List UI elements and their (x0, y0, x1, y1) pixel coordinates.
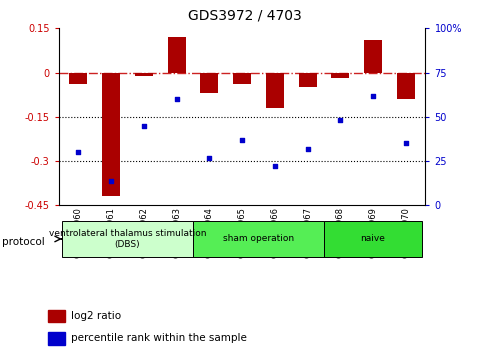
Text: ventrolateral thalamus stimulation
(DBS): ventrolateral thalamus stimulation (DBS) (49, 229, 206, 249)
Bar (193, 221, 323, 257)
Bar (167, 37, 185, 73)
Text: sham operation: sham operation (223, 234, 293, 244)
Text: protocol: protocol (2, 237, 45, 247)
Point (107, 178, 115, 183)
Point (303, 146, 311, 152)
Text: GDS3972 / 4703: GDS3972 / 4703 (187, 9, 301, 23)
Point (172, 96, 180, 102)
Point (270, 164, 278, 169)
Bar (62, 221, 193, 257)
Point (74, 149, 82, 155)
Bar (48, 332, 65, 344)
Point (140, 123, 147, 129)
Bar (233, 73, 250, 84)
Text: log2 ratio: log2 ratio (71, 311, 122, 321)
Bar (200, 73, 218, 93)
Bar (363, 40, 381, 73)
Bar (323, 221, 421, 257)
Point (238, 137, 245, 143)
Point (336, 118, 344, 123)
Bar (396, 73, 414, 99)
Text: percentile rank within the sample: percentile rank within the sample (71, 333, 247, 343)
Bar (102, 73, 120, 196)
Bar (265, 73, 283, 108)
Bar (69, 73, 87, 84)
Text: naive: naive (360, 234, 385, 244)
Point (401, 141, 409, 146)
Bar (298, 73, 316, 87)
Bar (48, 310, 65, 322)
Point (205, 155, 213, 160)
Bar (135, 73, 153, 75)
Point (368, 93, 376, 98)
Bar (330, 73, 348, 79)
